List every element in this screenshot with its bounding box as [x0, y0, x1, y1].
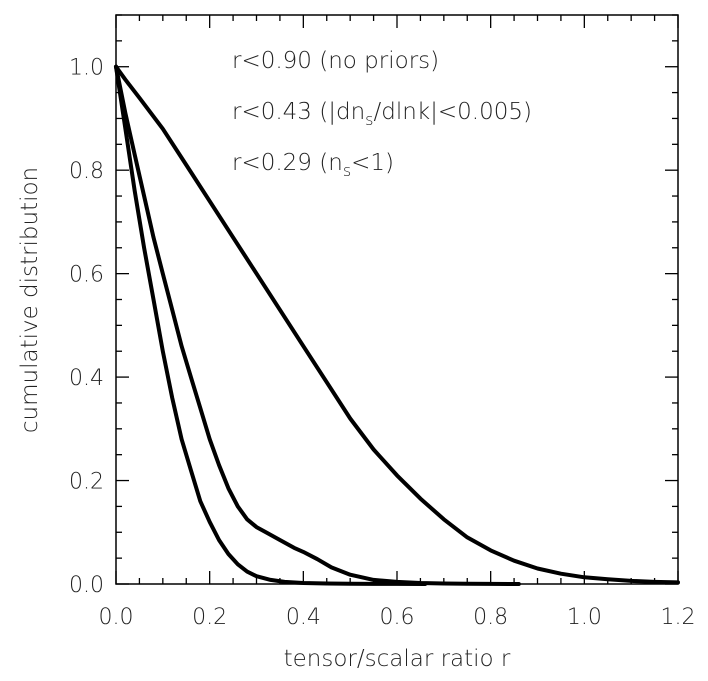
y-tick-label: 1.0: [69, 56, 104, 81]
x-tick-label: 1.2: [661, 605, 696, 630]
series-line-1: [114, 64, 680, 585]
annotation-running-prefix: r<0.43 (|dn: [232, 99, 365, 125]
annotation-ns-subscript: s: [343, 161, 351, 180]
series-curves: [114, 64, 680, 586]
y-tick-label: 0.8: [69, 159, 104, 184]
x-tick-label: 0.4: [286, 605, 321, 630]
x-axis-title: tensor/scalar ratio r: [284, 646, 511, 672]
annotation-ns-prefix: r<0.29 (n: [232, 150, 343, 176]
y-tick-label: 0.4: [69, 366, 104, 391]
annotation-ns-suffix: <1): [351, 150, 394, 176]
tick-labels: 0.0 0.2 0.4 0.6 0.8 1.0 1.2 0.0 0.2 0.4 0.6 0.8 1.0: [69, 56, 696, 630]
annotation-running-prior: r<0.43 (|dns/dlnk|<0.005): [232, 99, 532, 129]
y-axis-title: cumulative distribution: [17, 167, 43, 433]
annotation-no-priors: r<0.90 (no priors): [232, 48, 439, 74]
axis-ticks: [115, 14, 679, 585]
annotation-ns-prior: r<0.29 (ns<1): [232, 150, 394, 180]
y-tick-label: 0.6: [69, 263, 104, 288]
series-line-3: [114, 64, 428, 586]
x-tick-label: 0.0: [99, 605, 134, 630]
y-tick-label: 0.0: [69, 573, 104, 598]
x-tick-label: 0.2: [192, 605, 227, 630]
x-tick-label: 0.8: [473, 605, 508, 630]
y-tick-label: 0.2: [69, 470, 104, 495]
annotation-running-subscript: s: [365, 110, 373, 129]
x-tick-label: 0.6: [380, 605, 415, 630]
annotation-running-suffix: /dlnk|<0.005): [374, 99, 532, 125]
series-line-2: [114, 64, 521, 586]
x-tick-label: 1.0: [567, 605, 602, 630]
